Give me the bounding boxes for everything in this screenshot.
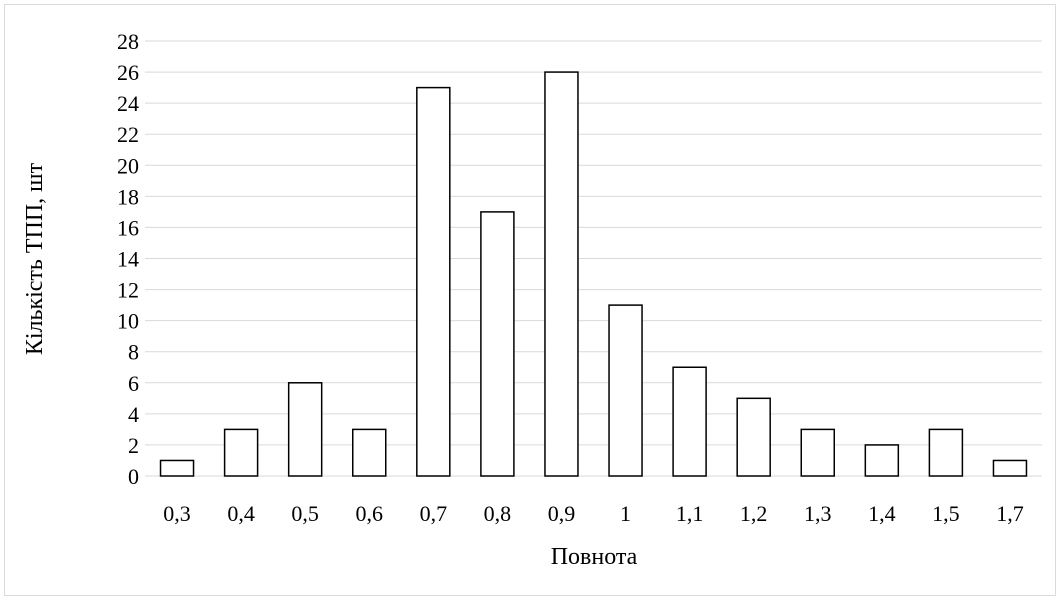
x-tick-label: 0,8 [484,501,512,526]
y-tick-label: 4 [128,402,139,427]
x-tick-label: 1 [620,501,631,526]
y-axis-title: Кількість ТПП, шт [22,162,48,355]
bar-1,7 [992,459,1028,477]
y-tick-label: 12 [117,278,139,303]
y-tick-label: 2 [128,433,139,458]
x-tick-label: 0,7 [420,501,448,526]
bars [159,71,1028,477]
x-tick-label: 0,9 [548,501,576,526]
y-tick-label: 28 [117,29,139,54]
x-tick-label: 0,4 [227,501,255,526]
bar-1,5 [928,428,964,477]
y-tick-label: 26 [117,60,139,85]
x-tick-label: 0,5 [291,501,319,526]
y-tick-label: 8 [128,340,139,365]
bar-0,3 [159,459,195,477]
x-tick-label: 1,1 [676,501,704,526]
y-tick-label: 0 [128,464,139,489]
bar-0,6 [352,428,387,477]
y-tick-label: 22 [117,122,139,147]
x-tick-label: 1,7 [996,501,1024,526]
bar-0,5 [287,382,323,477]
bar-1,2 [736,397,771,477]
y-tick-label: 16 [117,215,139,240]
y-tick-label: 10 [117,309,139,334]
bar-1 [608,304,643,477]
x-tick-label: 0,3 [163,501,191,526]
x-tick-label: 1,2 [740,501,768,526]
bar-0,9 [544,71,579,477]
x-tick-labels: 0,3 0,4 0,5 0,6 0,7 0,8 0,9 1 1,1 1,2 1,3 1,4 1,5 1,7 [163,501,1023,526]
bar-0,7 [416,86,451,477]
bar-1,1 [672,366,707,477]
bar-1,3 [800,428,835,477]
x-axis-title: Повнота [551,544,638,570]
x-tick-label: 1,5 [932,501,960,526]
x-tick-label: 1,4 [868,501,896,526]
bar-0,8 [480,211,515,477]
y-tick-label: 18 [117,184,139,209]
y-tick-label: 24 [117,91,139,116]
y-tick-label: 20 [117,153,139,178]
bar-0,4 [223,428,259,477]
grid-lines [145,40,1042,477]
y-tick-label: 14 [117,247,139,272]
x-tick-label: 0,6 [356,501,384,526]
x-tick-label: 1,3 [804,501,832,526]
y-tick-label: 6 [128,371,139,396]
bar-1,4 [864,444,900,477]
